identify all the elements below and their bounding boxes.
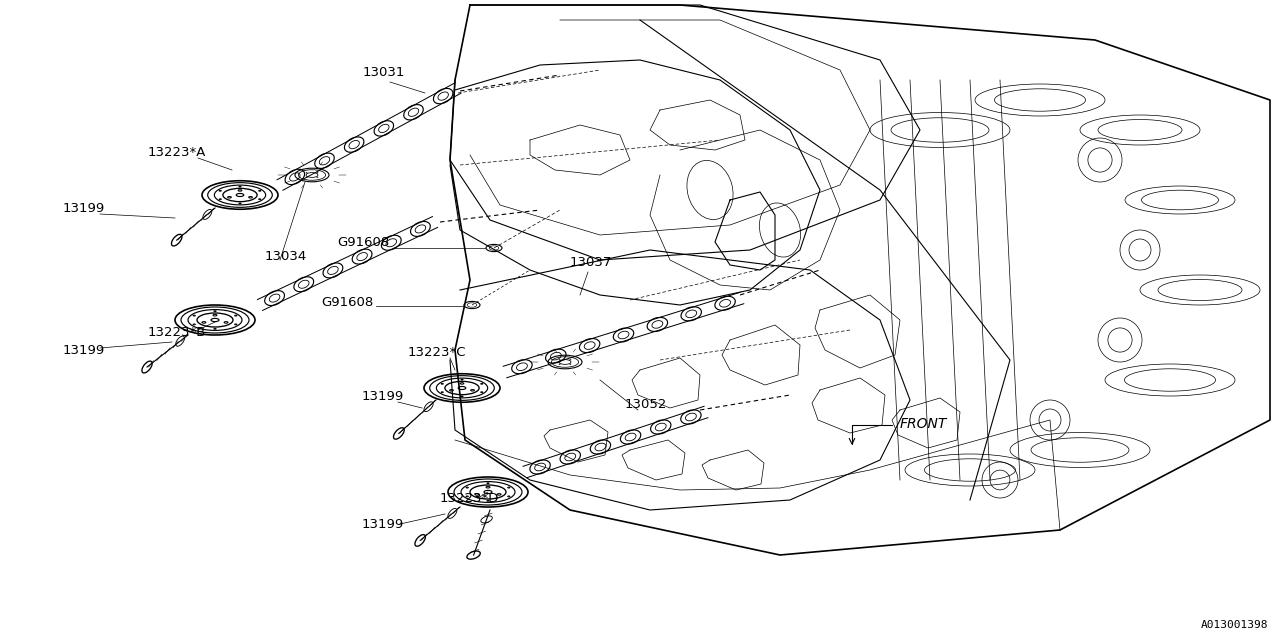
Text: 13223*A: 13223*A [148,145,206,159]
Text: 13199: 13199 [63,202,105,214]
Text: 13199: 13199 [63,344,105,356]
Text: 13223*B: 13223*B [148,326,206,339]
Text: A013001398: A013001398 [1201,620,1268,630]
Text: 13199: 13199 [362,518,404,531]
Text: 13199: 13199 [362,390,404,403]
Text: 13223*D: 13223*D [440,492,499,504]
Text: 13031: 13031 [364,67,406,79]
Text: G91608: G91608 [338,237,390,250]
Text: G91608: G91608 [321,296,372,308]
Text: 13037: 13037 [570,257,612,269]
Text: 13223*C: 13223*C [408,346,466,358]
Text: 13034: 13034 [265,250,307,264]
Text: 13052: 13052 [625,399,667,412]
Text: FRONT: FRONT [900,417,947,431]
